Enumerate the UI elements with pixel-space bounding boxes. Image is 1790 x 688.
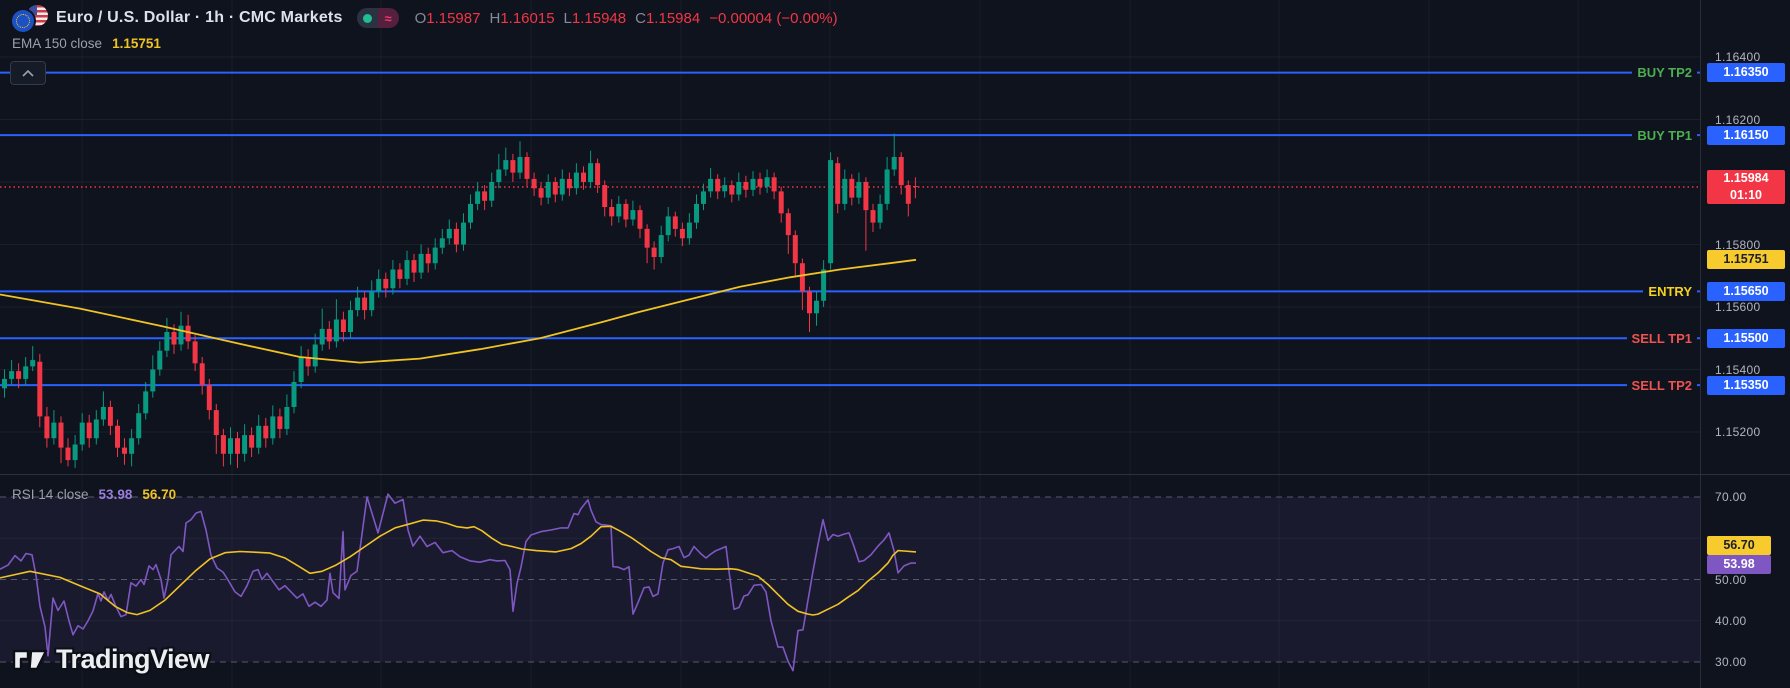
market-open-icon — [356, 8, 378, 28]
high-label: H — [489, 9, 501, 27]
level-badge-buy-tp1: 1.16150 — [1707, 125, 1785, 145]
eurusd-flag-icon — [12, 4, 48, 32]
rsi-value-badge: 53.98 — [1707, 555, 1771, 575]
rsi-ma-legend-value: 56.70 — [142, 487, 177, 502]
level-badge-entry: 1.15650 — [1707, 281, 1785, 301]
chevron-up-icon — [22, 69, 34, 77]
rsi-tick-70.00: 70.00 — [1715, 490, 1747, 504]
open-label: O — [414, 9, 427, 27]
price-axis[interactable]: 1.164001.162001.160001.158001.156001.154… — [1700, 0, 1790, 688]
level-label-buy-tp1[interactable]: BUY TP1 — [1632, 126, 1697, 144]
ema-legend-value: 1.15751 — [112, 36, 161, 51]
tradingview-watermark[interactable]: TradingView — [12, 644, 210, 675]
price-tick-1.16400: 1.16400 — [1715, 50, 1761, 64]
tradingview-logo-icon — [12, 649, 48, 670]
rsi-legend: RSI 14 close 53.98 56.70 — [12, 487, 176, 502]
level-badge-sell-tp1: 1.15500 — [1707, 328, 1785, 348]
open-value: 1.15987 — [426, 9, 481, 27]
high-value: 1.16015 — [500, 9, 555, 27]
close-label: C — [635, 9, 646, 27]
level-badge-buy-tp2: 1.16350 — [1707, 63, 1785, 83]
delayed-data-icon: ≈ — [377, 8, 399, 28]
market-status-pill[interactable]: ≈ — [356, 8, 399, 28]
rsi-legend-label[interactable]: RSI 14 close — [12, 487, 89, 502]
low-value: 1.15948 — [571, 9, 627, 27]
level-badge-sell-tp2: 1.15350 — [1707, 375, 1785, 395]
rsi-tick-40.00: 40.00 — [1715, 613, 1747, 628]
rsi-tick-50.00: 50.00 — [1715, 572, 1747, 587]
low-label: L — [563, 9, 572, 27]
current-price-badge: 1.15984 01:10 — [1707, 170, 1785, 204]
price-tick-1.15600: 1.15600 — [1715, 300, 1761, 314]
bar-countdown: 01:10 — [1730, 188, 1762, 202]
close-value: 1.15984 — [645, 9, 701, 27]
symbol-title[interactable]: Euro / U.S. Dollar · 1h · CMC Markets — [56, 9, 343, 26]
eu-flag-icon — [12, 9, 34, 32]
ema-price-badge: 1.15751 — [1707, 250, 1785, 270]
watermark-text: TradingView — [56, 644, 210, 674]
rsi-tick-30.00: 30.00 — [1715, 655, 1747, 669]
rsi-ma-badge: 56.70 — [1707, 535, 1771, 555]
rsi-legend-value: 53.98 — [98, 487, 133, 502]
change-value: −0.00004 (−0.00%) — [709, 9, 838, 27]
level-label-entry[interactable]: ENTRY — [1643, 282, 1697, 300]
current-price-value: 1.15984 — [1723, 171, 1769, 185]
price-tick-1.15800: 1.15800 — [1715, 237, 1761, 252]
level-label-buy-tp2[interactable]: BUY TP2 — [1632, 64, 1697, 82]
collapse-pane-button[interactable] — [10, 61, 46, 85]
level-label-sell-tp2[interactable]: SELL TP2 — [1626, 376, 1697, 394]
chart-canvas[interactable] — [0, 0, 1700, 688]
ema-legend: EMA 150 close 1.15751 — [12, 36, 161, 51]
level-label-sell-tp1[interactable]: SELL TP1 — [1626, 329, 1697, 347]
price-tick-1.15400: 1.15400 — [1715, 362, 1761, 377]
ohlc-values: O1.15987 H1.16015 L1.15948 C1.15984 −0.0… — [415, 10, 838, 27]
symbol-legend: Euro / U.S. Dollar · 1h · CMC Markets ≈ … — [12, 4, 838, 32]
price-tick-1.15200: 1.15200 — [1715, 425, 1761, 439]
ema-legend-label[interactable]: EMA 150 close — [12, 36, 103, 51]
pane-separator[interactable] — [0, 474, 1790, 475]
price-tick-1.16200: 1.16200 — [1715, 112, 1761, 127]
